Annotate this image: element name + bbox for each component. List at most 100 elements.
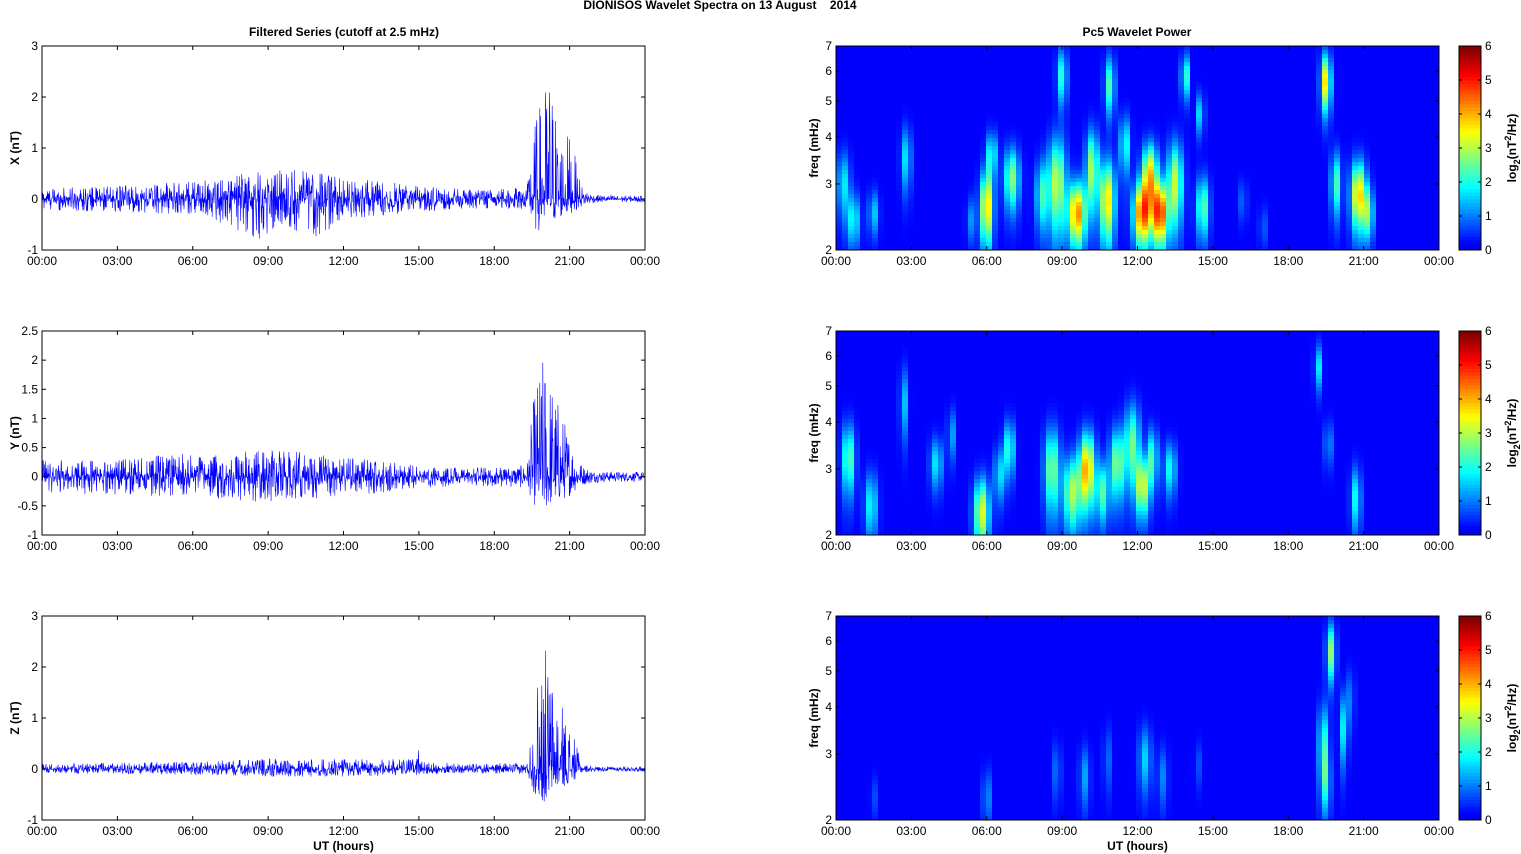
heatmap-cell [866,94,873,99]
heatmap-cell [1250,114,1257,119]
heatmap-cell [842,82,849,87]
heatmap-cell [920,178,927,183]
heatmap-cell [1172,182,1179,187]
heatmap-cell [992,234,999,239]
heatmap-cell [1124,86,1131,91]
heatmap-cell [1034,138,1041,143]
heatmap-cell [1280,114,1287,119]
heatmap-cell [1154,170,1161,175]
heatmap-cell [1016,58,1023,63]
heatmap-cell [1088,226,1095,231]
heatmap-cell [896,174,903,179]
heatmap-cell [1376,98,1383,103]
heatmap-cell [1382,110,1389,115]
heatmap-cell [872,82,879,87]
heatmap-cell [1358,142,1365,147]
heatmap-cell [1112,154,1119,159]
heatmap-cell [890,162,897,167]
heatmap-cell [1334,130,1341,135]
heatmap-cell [1004,94,1011,99]
heatmap-cell [1310,230,1317,235]
heatmap-cell [998,226,1005,231]
heatmap-cell [1430,118,1437,123]
heatmap-cell [992,118,999,123]
heatmap-cell [926,122,933,127]
heatmap-cell [998,214,1005,219]
heatmap-cell [1220,74,1227,79]
heatmap-cell [1070,226,1077,231]
heatmap-cell [1034,78,1041,83]
heatmap-cell [1172,118,1179,123]
heatmap-cell [1268,86,1275,91]
heatmap-cell [998,222,1005,227]
heatmap-cell [950,174,957,179]
heatmap-cell [860,182,867,187]
heatmap-cell [1076,126,1083,131]
heatmap-cell [1376,190,1383,195]
heatmap-cell [1202,70,1209,75]
heatmap-cell [878,74,885,79]
heatmap-cell [1100,170,1107,175]
heatmap-cell [1088,94,1095,99]
heatmap-cell [1412,138,1419,143]
heatmap-cell [1154,50,1161,55]
heatmap-cell [1004,118,1011,123]
heatmap-cell [1148,122,1155,127]
heatmap-cell [836,54,843,59]
heatmap-cell [938,122,945,127]
heatmap-cell [986,142,993,147]
heatmap-cell [1016,186,1023,191]
heatmap-cell [1322,202,1329,207]
heatmap-cell [1040,70,1047,75]
heatmap-cell [1148,166,1155,171]
heatmap-cell [950,134,957,139]
heatmap-cell [1070,58,1077,63]
heatmap-cell [932,150,939,155]
heatmap-cell [836,94,843,99]
heatmap-cell [986,178,993,183]
heatmap-cell [1322,222,1329,227]
heatmap-cell [1358,222,1365,227]
heatmap-cell [1406,198,1413,203]
heatmap-cell [1148,198,1155,203]
heatmap-cell [1340,74,1347,79]
heatmap-cell [848,78,855,83]
heatmap-cell [938,46,945,51]
heatmap-cell [998,98,1005,103]
heatmap-cell [968,70,975,75]
heatmap-cell [1286,142,1293,147]
heatmap-cell [1388,62,1395,67]
heatmap-cell [956,74,963,79]
heatmap-cell [1430,174,1437,179]
heatmap-cell [1166,46,1173,51]
series-line [41,650,646,802]
heatmap-cell [1262,178,1269,183]
heatmap-cell [1364,94,1371,99]
heatmap-cell [1094,62,1101,67]
heatmap-cell [1430,82,1437,87]
heatmap-cell [1280,90,1287,95]
heatmap-cell [1136,62,1143,67]
heatmap-cell [1058,98,1065,103]
heatmap-cell [920,146,927,151]
heatmap-cell [926,130,933,135]
heatmap-cell [1154,58,1161,63]
heatmap-cell [1070,170,1077,175]
heatmap-cell [1274,54,1281,59]
heatmap-cell [1310,158,1317,163]
heatmap-cell [902,162,909,167]
heatmap-cell [950,102,957,107]
heatmap-cell [1112,194,1119,199]
heatmap-cell [968,234,975,239]
heatmap-cell [944,218,951,223]
heatmap-cell [1436,74,1440,79]
heatmap-cell [1430,86,1437,91]
heatmap-cell [902,110,909,115]
heatmap-cell [1232,182,1239,187]
heatmap-cell [1154,66,1161,71]
heatmap-cell [1052,226,1059,231]
heatmap-cell [1088,166,1095,171]
heatmap-cell [1382,210,1389,215]
heatmap-cell [1244,170,1251,175]
heatmap-cell [1244,78,1251,83]
